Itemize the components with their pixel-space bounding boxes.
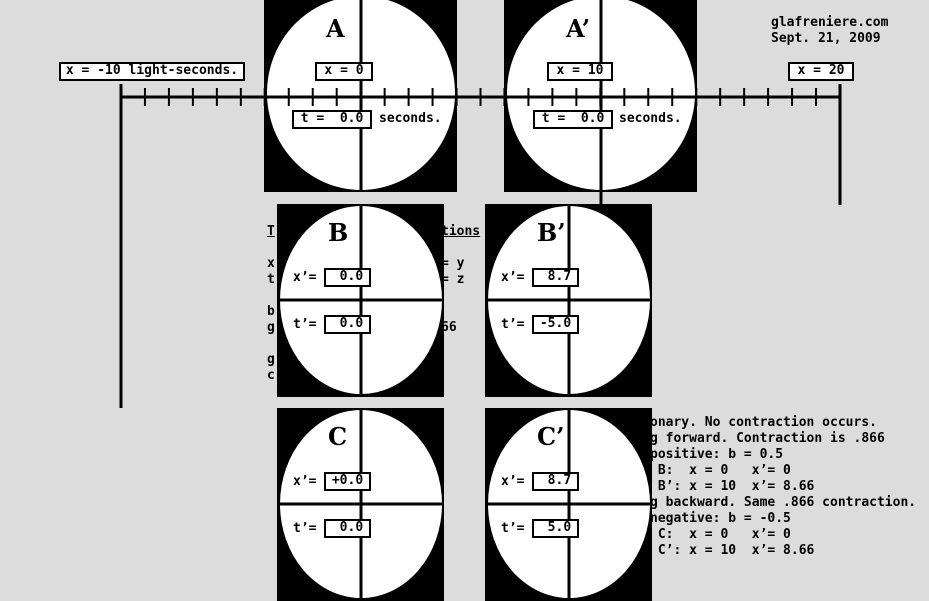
note-line: C’: x = 10 x’= 8.66 (650, 543, 815, 558)
time-readout-a-prime: t = 0.0 (533, 110, 613, 129)
x-prime-readout-b: 0.0 (324, 268, 371, 287)
hidden-row5-left: g (267, 352, 275, 367)
t-prime-label-c: t’= (293, 521, 317, 536)
credit-site: glafreniere.com (771, 15, 889, 30)
t-prime-label-c-prime: t’= (501, 521, 525, 536)
clock-panel-b-prime (485, 204, 652, 397)
ruler-label-0: x = 0 (315, 62, 373, 81)
clock-panel-b (277, 204, 444, 397)
hidden-row2-right: = z (441, 272, 465, 287)
clock-panel-a (264, 0, 457, 192)
t-prime-readout-c: 0.0 (324, 519, 371, 538)
clock-letter-c: C (328, 422, 348, 451)
clock-panel-a-prime (504, 0, 697, 192)
clock-letter-c-prime: C’ (537, 422, 565, 451)
note-line: onary. No contraction occurs. (650, 415, 877, 430)
t-prime-label-b: t’= (293, 317, 317, 332)
t-prime-label-b-prime: t’= (501, 317, 525, 332)
note-line: negative: b = -0.5 (650, 511, 791, 526)
note-line: g backward. Same .866 contraction. (650, 495, 917, 510)
hidden-row2-left: t (267, 272, 275, 287)
hidden-title-left: T (267, 224, 275, 239)
x-prime-readout-c: +0.0 (324, 472, 371, 491)
time-readout-a: t = 0.0 (292, 110, 372, 129)
x-prime-label-b: x’= (293, 270, 317, 285)
t-prime-readout-b: 0.0 (324, 315, 371, 334)
hidden-row4-left: g (267, 320, 275, 335)
hidden-row1-left: x (267, 256, 275, 271)
x-prime-readout-c-prime: 8.7 (532, 472, 579, 491)
t-prime-readout-b-prime: -5.0 (532, 315, 579, 334)
clock-letter-a: A (326, 14, 345, 43)
note-line: positive: b = 0.5 (650, 447, 784, 462)
hidden-row1-right: = y (441, 256, 465, 271)
t-prime-readout-c-prime: 5.0 (532, 519, 579, 538)
note-line: B’: x = 10 x’= 8.66 (650, 479, 815, 494)
note-line: B: x = 0 x’= 0 (650, 463, 791, 478)
x-prime-label-b-prime: x’= (501, 270, 525, 285)
clock-panel-c (277, 408, 444, 601)
clock-panel-c-prime (485, 408, 652, 601)
clock-letter-b: B (328, 218, 349, 247)
ruler-label-minus-10: x = -10 light-seconds. (59, 62, 245, 81)
note-line: C: x = 0 x’= 0 (650, 527, 791, 542)
hidden-row3-left: b (267, 304, 275, 319)
hidden-row4-right: 66 (441, 320, 457, 335)
ruler-label-10: x = 10 (547, 62, 613, 81)
hidden-title-right: tions (441, 224, 481, 239)
hidden-row6-left: c (267, 368, 275, 383)
time-unit-a-prime: seconds. (619, 111, 682, 126)
x-prime-label-c-prime: x’= (501, 474, 525, 489)
clock-letter-b-prime: B’ (537, 218, 566, 247)
x-prime-readout-b-prime: 8.7 (532, 268, 579, 287)
ruler-label-20: x = 20 (788, 62, 854, 81)
clock-letter-a-prime: A’ (566, 14, 591, 43)
time-unit-a: seconds. (379, 111, 442, 126)
note-line: g forward. Contraction is .866 (650, 431, 885, 446)
x-prime-label-c: x’= (293, 474, 317, 489)
credit-date: Sept. 21, 2009 (771, 31, 881, 46)
notes-block: onary. No contraction occurs. g forward.… (650, 415, 916, 559)
